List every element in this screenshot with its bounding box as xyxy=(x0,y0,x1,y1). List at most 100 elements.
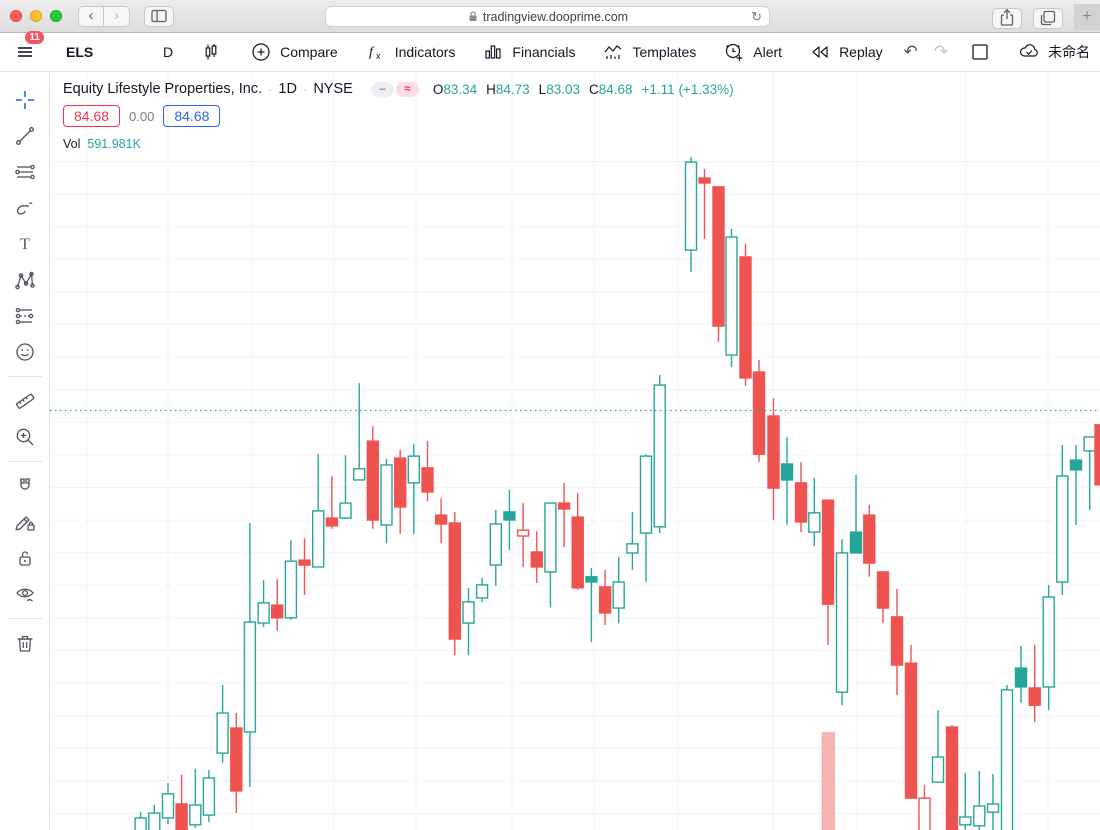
candle-body xyxy=(557,502,571,510)
svg-text:f: f xyxy=(369,45,375,60)
candle-body xyxy=(1083,436,1096,452)
tool-magnet[interactable] xyxy=(6,468,44,504)
volume-label[interactable]: Vol xyxy=(63,137,81,151)
zoom-in-icon xyxy=(13,425,37,449)
hamburger-menu-icon xyxy=(18,47,32,57)
tool-trend-line[interactable] xyxy=(6,118,44,154)
browser-back-button[interactable]: ‹ xyxy=(78,5,104,27)
candle-body xyxy=(876,571,890,609)
magnet-icon xyxy=(13,474,37,498)
tool-xabcd-pattern[interactable] xyxy=(6,262,44,298)
tool-hide-all[interactable] xyxy=(6,576,44,612)
browser-sidebar-button[interactable] xyxy=(144,5,174,27)
toggle-visibility-button[interactable]: – xyxy=(370,81,394,97)
interval-button[interactable]: D xyxy=(163,44,174,60)
legend-exchange[interactable]: NYSE xyxy=(313,81,353,97)
candle-body xyxy=(1042,596,1055,688)
chart-pane[interactable]: Equity Lifestyle Properties, Inc. · 1D ·… xyxy=(50,72,1100,830)
replay-button[interactable]: Replay xyxy=(795,38,896,66)
candle-body xyxy=(394,457,407,508)
candle-body xyxy=(973,805,986,827)
url-text: tradingview.dooprime.com xyxy=(482,9,629,24)
candle-body xyxy=(626,543,639,554)
candle-body xyxy=(571,516,584,589)
sidebar-toggle-icon xyxy=(151,9,167,23)
candle-body xyxy=(1028,687,1041,706)
browser-tabs-button[interactable] xyxy=(1033,7,1063,29)
back-icon: ‹ xyxy=(88,6,94,24)
legend-symbol-title[interactable]: Equity Lifestyle Properties, Inc. xyxy=(63,81,263,97)
candle-body xyxy=(148,812,161,830)
tool-remove-objects[interactable] xyxy=(6,625,44,661)
minimize-window-button[interactable] xyxy=(30,10,42,22)
zoom-window-button[interactable] xyxy=(50,10,62,22)
toolbar-divider xyxy=(7,618,42,619)
notification-badge: 11 xyxy=(25,31,44,44)
candle-body xyxy=(366,440,379,521)
chart-style-button[interactable] xyxy=(186,38,236,66)
remove-objects-icon xyxy=(13,631,37,655)
horizontal-lines-icon xyxy=(13,160,37,184)
browser-share-button[interactable] xyxy=(992,7,1022,29)
symbol-search-button[interactable]: ELS xyxy=(66,44,94,60)
redo-button[interactable]: ↷ xyxy=(926,42,956,62)
alert-button[interactable]: Alert xyxy=(709,38,795,66)
window-controls xyxy=(10,10,62,22)
lock-all-icon xyxy=(13,546,37,570)
candle-body xyxy=(904,662,918,799)
tool-forecast[interactable] xyxy=(6,298,44,334)
main-menu-button[interactable]: 11 xyxy=(0,31,50,66)
reload-icon[interactable]: ↻ xyxy=(751,8,762,24)
candle-body xyxy=(434,514,448,525)
tool-crosshair[interactable] xyxy=(6,82,44,118)
tool-drawing-mode[interactable] xyxy=(6,504,44,540)
undo-button[interactable]: ↶ xyxy=(896,42,926,62)
candle-body xyxy=(1000,689,1014,830)
svg-text:x: x xyxy=(376,51,381,61)
tool-brush[interactable] xyxy=(6,190,44,226)
fullscreen-button[interactable] xyxy=(956,38,1004,66)
tool-horizontal-lines[interactable] xyxy=(6,154,44,190)
candle-body xyxy=(863,514,876,564)
candle-body xyxy=(271,604,284,619)
tool-text[interactable]: T xyxy=(6,226,44,262)
compare-button[interactable]: Compare xyxy=(236,38,351,66)
more-actions-button[interactable]: ≈ xyxy=(395,81,419,97)
candle-body xyxy=(189,804,202,826)
address-bar[interactable]: tradingview.dooprime.com ↻ xyxy=(325,6,770,27)
candle-body xyxy=(462,601,475,624)
cloud-saved-icon xyxy=(1020,44,1039,57)
candle-body xyxy=(448,522,461,640)
legend-interval[interactable]: 1D xyxy=(278,81,297,97)
tool-emoji[interactable] xyxy=(6,334,44,370)
change-value: +1.11 (+1.33%) xyxy=(641,81,734,97)
browser-forward-button[interactable]: › xyxy=(104,5,130,27)
candlestick-chart[interactable] xyxy=(50,72,1100,830)
tool-lock-all[interactable] xyxy=(6,540,44,576)
drawing-toolbar: T xyxy=(0,72,50,830)
financials-button[interactable]: Financials xyxy=(468,38,588,66)
candle-body xyxy=(739,256,752,379)
text-icon: T xyxy=(13,232,37,256)
candle-body xyxy=(752,371,766,455)
close-window-button[interactable] xyxy=(10,10,22,22)
buy-price-button[interactable]: 84.68 xyxy=(163,105,221,127)
candle-body xyxy=(1014,667,1028,688)
candle-body xyxy=(175,803,188,830)
templates-button[interactable]: Templates xyxy=(588,38,709,66)
templates-icon xyxy=(604,45,622,59)
indicators-button[interactable]: f x Indicators xyxy=(351,38,469,66)
save-layout-button[interactable]: 未命名 xyxy=(1004,38,1100,66)
tool-zoom-in[interactable] xyxy=(6,419,44,455)
candle-body xyxy=(353,468,366,481)
spread-value: 0.00 xyxy=(129,108,155,124)
tool-ruler[interactable] xyxy=(6,383,44,419)
candle-body xyxy=(835,552,849,693)
plus-icon: + xyxy=(1082,8,1092,25)
svg-text:T: T xyxy=(20,236,30,253)
financials-bars-icon xyxy=(485,45,502,59)
sell-price-button[interactable]: 84.68 xyxy=(63,105,121,127)
candle-body xyxy=(684,161,698,251)
alert-clock-icon xyxy=(726,43,743,61)
new-tab-button[interactable]: + xyxy=(1074,4,1100,30)
